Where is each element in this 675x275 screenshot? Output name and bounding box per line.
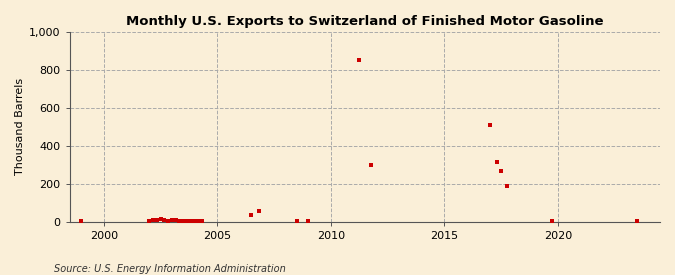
Point bbox=[632, 219, 643, 223]
Point bbox=[547, 219, 558, 223]
Point bbox=[76, 219, 86, 223]
Point bbox=[148, 218, 159, 222]
Point bbox=[365, 163, 376, 167]
Point bbox=[186, 219, 196, 223]
Point bbox=[174, 219, 185, 223]
Point bbox=[354, 58, 364, 62]
Point bbox=[178, 219, 188, 223]
Point bbox=[196, 219, 207, 223]
Point bbox=[159, 218, 170, 222]
Point bbox=[170, 218, 181, 222]
Point bbox=[485, 123, 495, 127]
Point bbox=[292, 219, 302, 223]
Point bbox=[253, 209, 264, 213]
Point bbox=[182, 219, 192, 223]
Text: Source: U.S. Energy Information Administration: Source: U.S. Energy Information Administ… bbox=[54, 264, 286, 274]
Point bbox=[189, 219, 200, 223]
Point bbox=[502, 183, 512, 188]
Point bbox=[492, 160, 503, 164]
Point bbox=[302, 219, 313, 223]
Point bbox=[163, 218, 173, 223]
Point bbox=[246, 213, 256, 217]
Point bbox=[193, 219, 204, 223]
Point bbox=[155, 217, 166, 222]
Point bbox=[167, 218, 178, 222]
Y-axis label: Thousand Barrels: Thousand Barrels bbox=[15, 78, 25, 175]
Point bbox=[144, 219, 155, 223]
Point bbox=[495, 169, 506, 174]
Point bbox=[151, 218, 162, 222]
Title: Monthly U.S. Exports to Switzerland of Finished Motor Gasoline: Monthly U.S. Exports to Switzerland of F… bbox=[126, 15, 603, 28]
